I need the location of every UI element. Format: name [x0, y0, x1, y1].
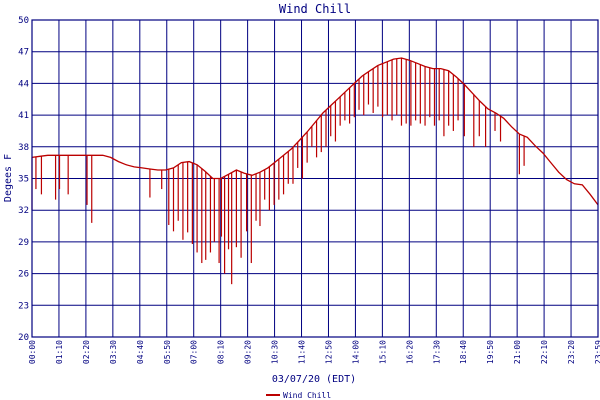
y-tick-label: 47 — [18, 48, 29, 58]
y-tick-label: 35 — [18, 175, 29, 185]
x-tick-label: 17:30 — [432, 340, 441, 364]
y-tick-label: 32 — [18, 206, 29, 216]
y-tick-label: 50 — [18, 16, 29, 26]
y-tick-label: 26 — [18, 270, 29, 280]
y-tick-label: 20 — [18, 333, 29, 343]
x-tick-label: 22:10 — [540, 340, 549, 364]
y-tick-label: 41 — [18, 111, 29, 121]
x-tick-label: 15:10 — [378, 340, 387, 364]
x-tick-label: 05:50 — [163, 340, 172, 364]
legend-label: Wind Chill — [283, 391, 331, 400]
x-tick-labels: 00:00 01:10 02:20 03:30 04:40 05:50 07:00 08:10… — [28, 340, 600, 364]
x-tick-label: 14:00 — [351, 340, 360, 364]
x-tick-label: 10:30 — [271, 340, 280, 364]
x-tick-label: 19:50 — [486, 340, 495, 364]
x-tick-label: 00:00 — [28, 340, 37, 364]
x-tick-label: 02:20 — [82, 340, 91, 364]
x-tick-label: 16:20 — [405, 340, 414, 364]
x-axis-label: 03/07/20 (EDT) — [272, 374, 356, 385]
y-tick-label: 38 — [18, 143, 29, 153]
y-tick-label: 29 — [18, 238, 29, 248]
chart-title: Wind Chill — [279, 2, 351, 16]
x-tick-label: 04:40 — [136, 340, 145, 364]
x-tick-label: 12:50 — [324, 340, 333, 364]
x-tick-label: 23:59 — [594, 340, 600, 364]
x-tick-label: 23:20 — [567, 340, 576, 364]
x-tick-label: 11:40 — [298, 340, 307, 364]
x-tick-label: 21:00 — [513, 340, 522, 364]
x-tick-label: 08:10 — [217, 340, 226, 364]
x-tick-label: 09:20 — [244, 340, 253, 364]
plot-border — [31, 19, 599, 338]
y-tick-label: 23 — [18, 301, 29, 311]
x-tick-label: 03:30 — [109, 340, 118, 364]
x-tick-label: 18:40 — [459, 340, 468, 364]
y-tick-labels: 20 23 26 29 32 35 38 41 44 47 50 — [18, 16, 29, 343]
y-axis-label: Degees F — [3, 154, 14, 202]
x-tick-label: 07:00 — [190, 340, 199, 364]
x-tick-label: 01:10 — [55, 340, 64, 364]
legend: Wind Chill — [266, 391, 331, 400]
y-tick-label: 44 — [18, 79, 29, 89]
wind-chill-line — [31, 57, 599, 206]
series-wind-chill — [31, 57, 599, 285]
